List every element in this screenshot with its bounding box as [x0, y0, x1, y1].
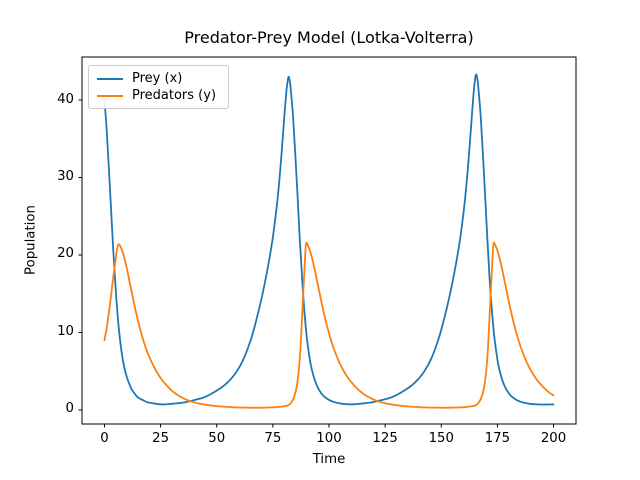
- curves-group: [103, 73, 555, 409]
- y-tick-label: 30: [57, 168, 74, 184]
- legend-item-predators: Predators (y): [97, 88, 220, 103]
- prey-curve: [103, 73, 555, 406]
- x-tick-label: 125: [372, 431, 398, 446]
- y-tick-label: 40: [57, 91, 74, 107]
- chart-title: Predator-Prey Model (Lotka-Volterra): [184, 28, 474, 47]
- x-tick-label: 175: [484, 431, 511, 446]
- x-tick-label: 150: [428, 431, 454, 446]
- x-tick-label: 100: [316, 431, 342, 446]
- y-tick-label: 10: [57, 323, 74, 339]
- y-tick-label: 0: [65, 401, 74, 417]
- predators-line-sample: [97, 94, 123, 97]
- legend-item-prey: Prey (x): [97, 71, 220, 86]
- legend-label-predators: Predators (y): [132, 88, 217, 103]
- x-tick-label: 50: [208, 431, 226, 446]
- predators-curve: [103, 241, 555, 409]
- tick-marks: [78, 99, 555, 428]
- x-tick-label: 0: [100, 431, 109, 446]
- x-tick-label: 200: [540, 431, 567, 446]
- x-tick-label: 25: [152, 431, 170, 446]
- legend-label-prey: Prey (x): [132, 71, 183, 86]
- y-axis-label: Population: [23, 205, 39, 275]
- y-tick-label: 20: [57, 246, 74, 262]
- legend: Prey (x) Predators (y): [88, 65, 229, 109]
- prey-line-sample: [97, 77, 123, 80]
- x-tick-label: 75: [264, 431, 282, 446]
- x-axis-label: Time: [312, 452, 346, 467]
